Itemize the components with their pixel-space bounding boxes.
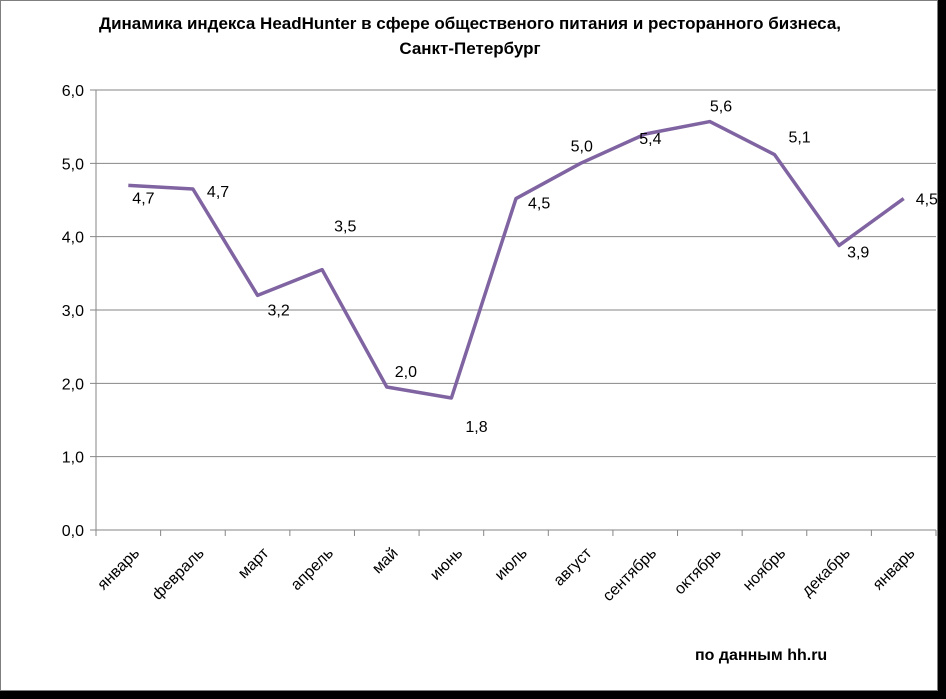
x-tick-label: июль bbox=[492, 545, 531, 584]
data-label: 4,5 bbox=[916, 192, 938, 209]
y-tick-label: 4,0 bbox=[62, 230, 84, 247]
x-tick-label: февраль bbox=[149, 545, 208, 604]
y-tick-label: 1,0 bbox=[62, 450, 84, 467]
data-label: 2,0 bbox=[395, 364, 417, 381]
x-tick-label: январь bbox=[870, 545, 919, 594]
y-tick-label: 0,0 bbox=[62, 523, 84, 540]
data-label: 5,1 bbox=[788, 130, 810, 147]
x-tick-label: март bbox=[235, 544, 273, 582]
series-line bbox=[128, 119, 905, 400]
x-tick-label: ноябрь bbox=[740, 545, 789, 594]
source-note: по данным hh.ru bbox=[695, 647, 828, 664]
data-label: 3,9 bbox=[847, 244, 869, 261]
y-tick-label: 2,0 bbox=[62, 376, 84, 393]
data-label: 4,5 bbox=[528, 196, 550, 213]
data-label: 3,2 bbox=[268, 302, 290, 319]
data-label: 5,0 bbox=[571, 138, 593, 155]
x-tick-label: декабрь bbox=[799, 545, 854, 600]
data-label: 1,8 bbox=[465, 419, 487, 436]
chart-title: Динамика индекса HeadHunter в сфере обще… bbox=[98, 14, 842, 58]
x-tick-label: сентябрь bbox=[600, 545, 660, 605]
x-tick-label: июнь bbox=[427, 545, 466, 584]
x-tick-label: октябрь bbox=[671, 545, 724, 598]
x-tick-label: апрель bbox=[288, 545, 337, 594]
x-tick-label: май bbox=[369, 545, 401, 577]
data-label: 4,7 bbox=[132, 190, 154, 207]
data-label: 5,6 bbox=[710, 99, 732, 116]
data-label: 4,7 bbox=[207, 184, 229, 201]
data-label: 5,4 bbox=[639, 131, 661, 148]
y-tick-label: 6,0 bbox=[62, 83, 84, 100]
x-tick-label: январь bbox=[94, 545, 143, 594]
y-tick-label: 5,0 bbox=[62, 156, 84, 173]
y-tick-label: 3,0 bbox=[62, 303, 84, 320]
data-label: 3,5 bbox=[334, 219, 356, 236]
x-tick-label: август bbox=[551, 544, 596, 589]
